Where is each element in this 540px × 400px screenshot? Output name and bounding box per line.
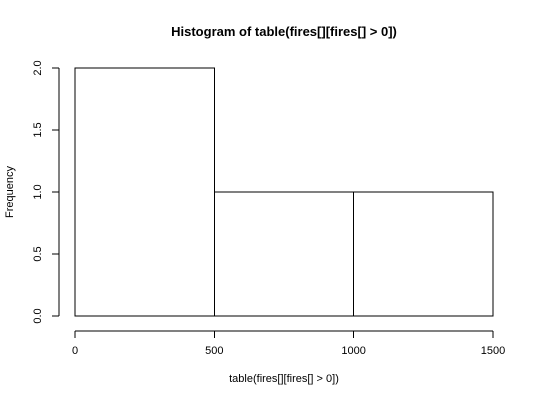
y-tick-label-2: 1.0 (32, 184, 44, 199)
x-axis: 0 500 1000 1500 (72, 330, 505, 357)
y-tick-label-0: 0.0 (32, 308, 44, 323)
x-tick-label-0: 0 (72, 345, 78, 357)
x-tick-label-1: 500 (205, 345, 223, 357)
y-tick-label-4: 2.0 (32, 60, 44, 75)
y-tick-label-1: 0.5 (32, 246, 44, 261)
histogram-bar-2 (353, 191, 494, 317)
y-tick-label-3: 1.5 (32, 122, 44, 137)
histogram-bars (74, 67, 494, 317)
x-tick-label-2: 1000 (341, 345, 365, 357)
y-axis-label: Frequency (4, 166, 16, 218)
x-tick-label-3: 1500 (481, 345, 505, 357)
x-axis-label: table(fires[][fires[] > 0]) (229, 373, 339, 385)
y-axis: 0.0 0.5 1.0 1.5 2.0 (32, 60, 60, 324)
chart-title: Histogram of table(fires[][fires[] > 0]) (171, 24, 397, 39)
histogram-bar-0 (74, 67, 215, 317)
histogram-bar-1 (213, 191, 355, 317)
